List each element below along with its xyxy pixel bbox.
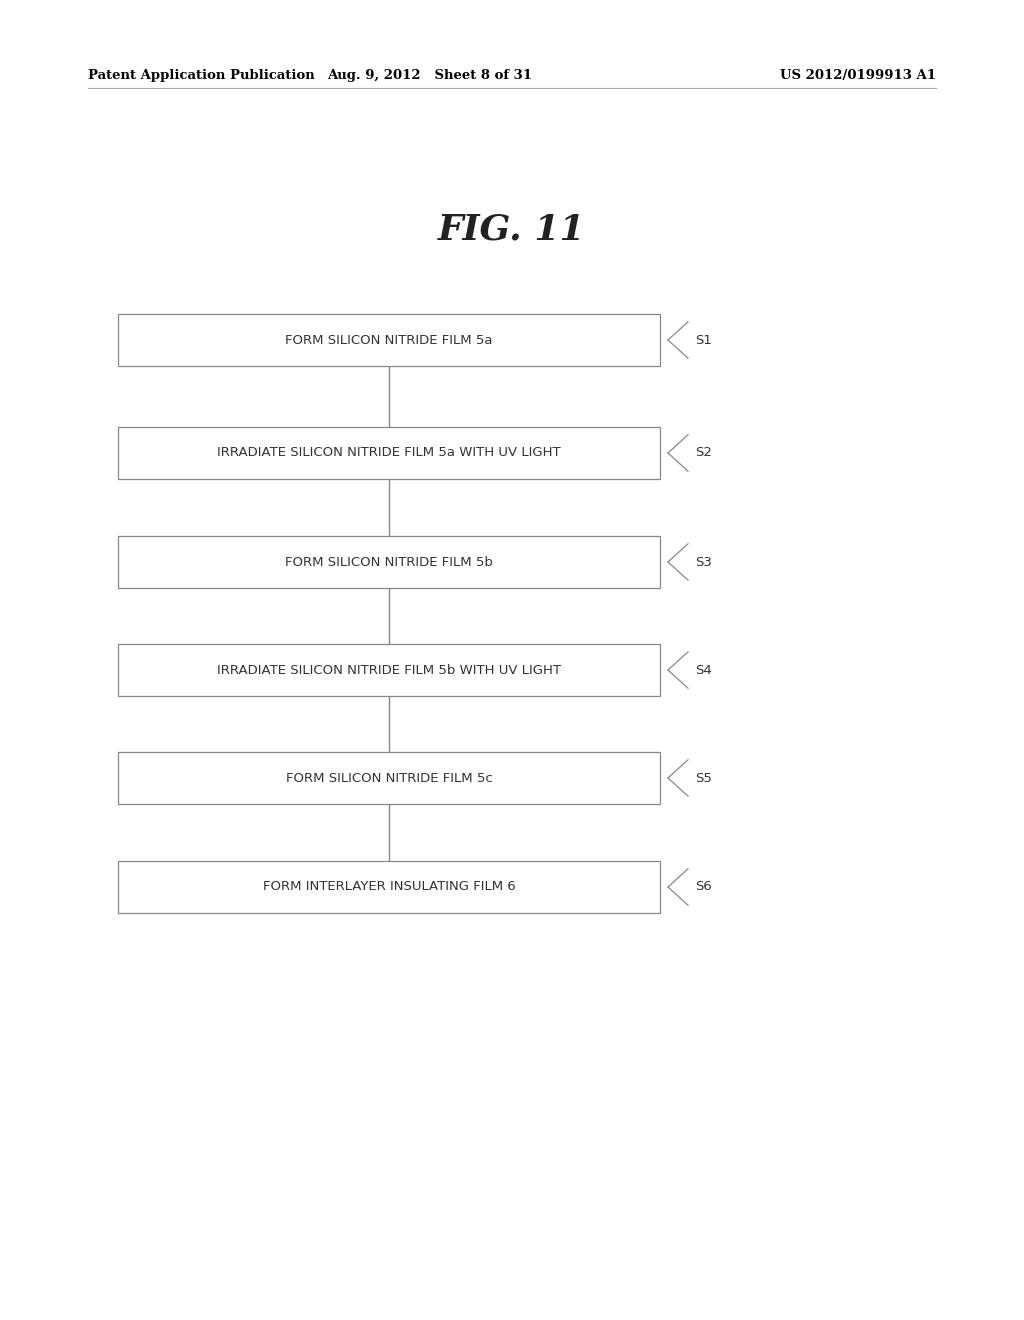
Text: FORM SILICON NITRIDE FILM 5c: FORM SILICON NITRIDE FILM 5c [286, 771, 493, 784]
Bar [118, 426, 660, 479]
Text: FORM SILICON NITRIDE FILM 5a: FORM SILICON NITRIDE FILM 5a [286, 334, 493, 346]
Text: FIG. 11: FIG. 11 [438, 213, 586, 247]
Bar [118, 536, 660, 587]
Text: US 2012/0199913 A1: US 2012/0199913 A1 [780, 69, 936, 82]
Text: Aug. 9, 2012   Sheet 8 of 31: Aug. 9, 2012 Sheet 8 of 31 [328, 69, 532, 82]
Text: IRRADIATE SILICON NITRIDE FILM 5b WITH UV LIGHT: IRRADIATE SILICON NITRIDE FILM 5b WITH U… [217, 664, 561, 676]
Text: FORM SILICON NITRIDE FILM 5b: FORM SILICON NITRIDE FILM 5b [285, 556, 493, 569]
Bar [118, 644, 660, 696]
Text: S1: S1 [695, 334, 712, 346]
Text: IRRADIATE SILICON NITRIDE FILM 5a WITH UV LIGHT: IRRADIATE SILICON NITRIDE FILM 5a WITH U… [217, 446, 561, 459]
Text: S6: S6 [695, 880, 712, 894]
Text: S4: S4 [695, 664, 712, 676]
Text: S5: S5 [695, 771, 712, 784]
Text: S2: S2 [695, 446, 712, 459]
Text: Patent Application Publication: Patent Application Publication [88, 69, 314, 82]
Bar [118, 314, 660, 366]
Bar [118, 861, 660, 913]
Text: S3: S3 [695, 556, 712, 569]
Text: FORM INTERLAYER INSULATING FILM 6: FORM INTERLAYER INSULATING FILM 6 [262, 880, 515, 894]
Bar [118, 752, 660, 804]
